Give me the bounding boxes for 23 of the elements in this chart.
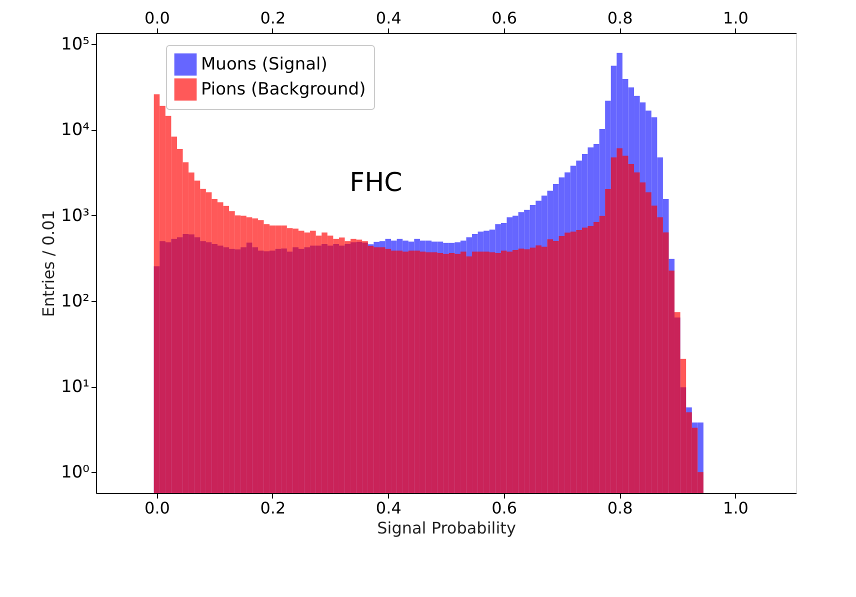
legend-label: Muons (Signal) — [201, 54, 328, 74]
x2-tick-label: 0.6 — [492, 8, 518, 28]
y-tick-label: 10⁴ — [61, 120, 90, 140]
x2-tick-label: 0.4 — [376, 8, 402, 28]
y-tick-label: 10⁵ — [61, 34, 90, 55]
x-tick-label: 0.8 — [607, 498, 633, 518]
x-tick-label: 0.6 — [492, 498, 518, 518]
y-tick-label: 10³ — [61, 206, 90, 226]
annotation: FHC — [350, 168, 402, 198]
y-axis-title: Entries / 0.01 — [39, 210, 58, 317]
y-tick-label: 10¹ — [61, 377, 90, 398]
y-tick-label: 10⁰ — [61, 462, 90, 483]
legend-label: Pions (Background) — [201, 80, 366, 100]
x2-tick-label: 0.8 — [607, 8, 633, 28]
y-tick-label: 10² — [61, 291, 90, 312]
x-tick-label: 0.4 — [376, 498, 402, 518]
x-tick-label: 0.0 — [144, 498, 170, 518]
x-tick-label: 0.2 — [260, 498, 286, 518]
x2-tick-label: 0.2 — [260, 8, 286, 28]
x2-tick-label: 0.0 — [144, 8, 170, 28]
x-tick-label: 1.0 — [723, 498, 748, 518]
x2-tick-label: 1.0 — [723, 8, 748, 28]
x-axis-title: Signal Probability — [377, 518, 516, 538]
